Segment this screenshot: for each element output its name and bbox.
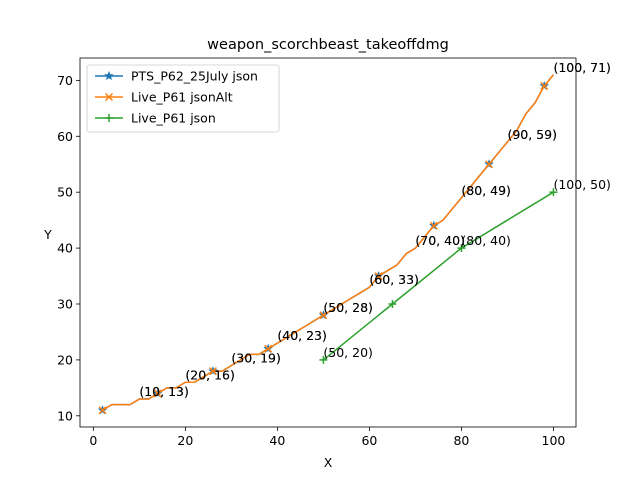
y-tick-label: 60 xyxy=(57,129,73,144)
marker-stroke xyxy=(104,92,114,102)
data-point xyxy=(319,311,328,320)
legend-marker xyxy=(104,92,114,102)
legend-label: PTS_P62_25July json xyxy=(131,69,258,84)
data-label: (40, 23) xyxy=(277,328,327,343)
marker-stroke xyxy=(98,406,107,415)
marker-stroke xyxy=(264,344,273,353)
y-tick-label: 10 xyxy=(57,408,73,423)
data-label: (100, 50) xyxy=(553,177,610,192)
data-label: (60, 33) xyxy=(369,272,419,287)
legend-entry: Live_P61 json xyxy=(95,111,216,126)
x-axis-label: X xyxy=(324,455,333,470)
data-point xyxy=(98,406,107,415)
y-tick-label: 20 xyxy=(57,352,73,367)
data-label: (50, 20) xyxy=(323,345,373,360)
y-tick-label: 50 xyxy=(57,185,73,200)
data-label: (100, 71) xyxy=(553,60,610,75)
data-point xyxy=(153,389,162,398)
data-point xyxy=(208,367,218,376)
data-label: (50, 28) xyxy=(323,300,373,315)
y-tick-label: 40 xyxy=(57,241,73,256)
data-label: (40, 23) xyxy=(277,328,327,343)
legend-label: Live_P61 json xyxy=(131,111,216,126)
legend-box xyxy=(86,64,280,133)
marker-stroke xyxy=(153,389,162,398)
x-tick-label: 20 xyxy=(177,433,193,448)
x-tick-label: 40 xyxy=(269,433,285,448)
chart-title: weapon_scorchbeast_takeoffdmg xyxy=(207,37,449,53)
x-tick-label: 80 xyxy=(453,433,469,448)
data-point xyxy=(457,244,466,253)
marker-stroke xyxy=(319,311,328,320)
data-label: (60, 33) xyxy=(369,272,419,287)
plot-area: (10, 13)(10, 13)(20, 16)(20, 16)(30, 19)… xyxy=(97,60,611,415)
legend-entry: PTS_P62_25July json xyxy=(95,69,258,84)
marker-shape xyxy=(104,70,114,81)
x-tick-label: 100 xyxy=(542,433,566,448)
data-label: (30, 19) xyxy=(231,351,281,366)
marker-stroke xyxy=(485,160,494,169)
data-label: (70, 40) xyxy=(415,233,465,248)
data-point xyxy=(540,81,549,90)
y-axis-label: Y xyxy=(43,227,52,242)
legend: PTS_P62_25July json Live_P61 jsonAlt Live_… xyxy=(86,64,280,133)
data-label: (50, 28) xyxy=(323,300,373,315)
data-label: (100, 71) xyxy=(553,60,610,75)
data-point xyxy=(549,188,558,197)
data-label: (80, 49) xyxy=(461,183,511,198)
data-point xyxy=(319,355,328,364)
marker-stroke xyxy=(374,272,383,281)
data-label: (20, 16) xyxy=(185,367,235,382)
data-point xyxy=(429,221,438,230)
legend-marker xyxy=(104,70,114,81)
legend-label: Live_P61 jsonAlt xyxy=(131,90,233,105)
data-point xyxy=(374,272,383,281)
marker-stroke xyxy=(540,81,549,90)
data-label: (80, 49) xyxy=(461,183,511,198)
data-label: (90, 59) xyxy=(507,127,557,142)
x-tick-label: 60 xyxy=(361,433,377,448)
data-point xyxy=(388,300,397,308)
marker-stroke xyxy=(208,367,218,376)
y-tick-label: 30 xyxy=(57,297,73,312)
data-label: (20, 16) xyxy=(185,367,235,382)
data-point xyxy=(485,160,494,169)
series-3 xyxy=(319,188,558,364)
data-label: (30, 19) xyxy=(231,351,281,366)
data-label: (80, 40) xyxy=(461,233,511,248)
x-tick-label: 0 xyxy=(89,433,97,448)
series-line xyxy=(322,191,554,361)
series-2 xyxy=(98,74,555,415)
data-label: (10, 13) xyxy=(139,384,189,399)
data-point xyxy=(264,344,273,353)
data-label: (10, 13) xyxy=(139,384,189,399)
legend-entry: Live_P61 jsonAlt xyxy=(95,90,233,105)
data-label: (70, 40) xyxy=(415,233,465,248)
series-line xyxy=(102,74,555,411)
legend-marker xyxy=(105,114,113,122)
data-label: (90, 59) xyxy=(507,127,557,142)
axes-frame xyxy=(79,57,577,428)
marker-stroke xyxy=(429,221,438,230)
y-tick-label: 70 xyxy=(57,73,73,88)
